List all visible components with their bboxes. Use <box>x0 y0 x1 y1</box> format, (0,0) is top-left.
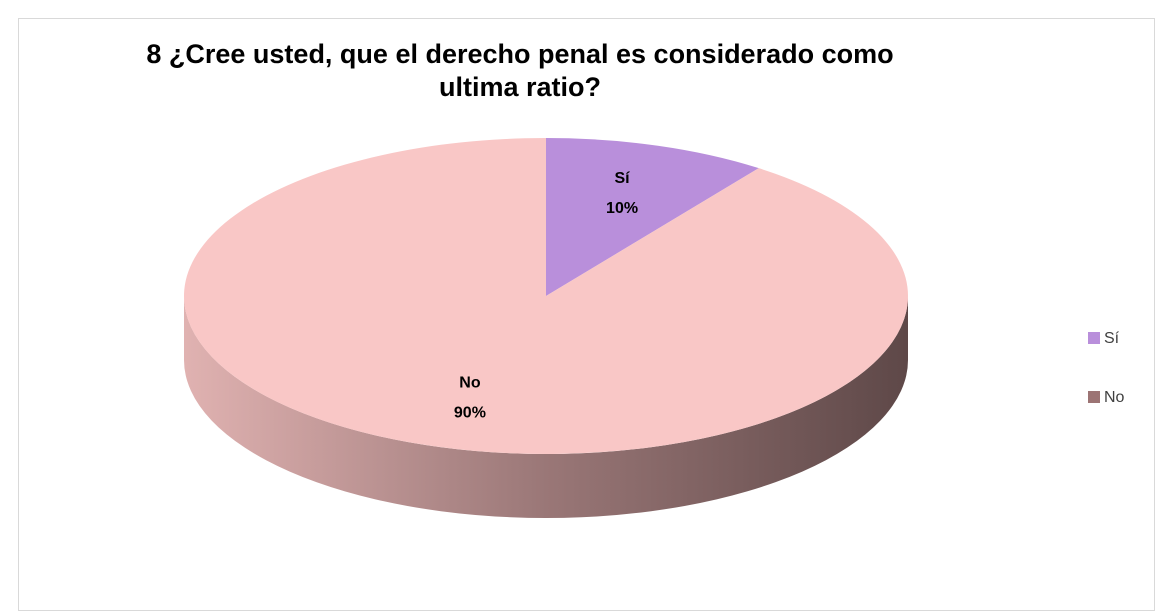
data-label-name: No <box>459 374 481 391</box>
slice <box>184 138 909 454</box>
legend-label: No <box>1104 389 1125 406</box>
slice-side <box>184 296 908 518</box>
data-label: 10% <box>606 200 638 217</box>
data-label-name: Sí <box>615 170 631 187</box>
chart-title: 8 ¿Cree usted, que el derecho penal es c… <box>146 39 894 102</box>
legend-swatch <box>1088 391 1100 403</box>
slice <box>546 138 759 296</box>
data-label: 90% <box>454 404 486 421</box>
legend-swatch <box>1088 332 1100 344</box>
legend-label: Sí <box>1104 330 1120 347</box>
